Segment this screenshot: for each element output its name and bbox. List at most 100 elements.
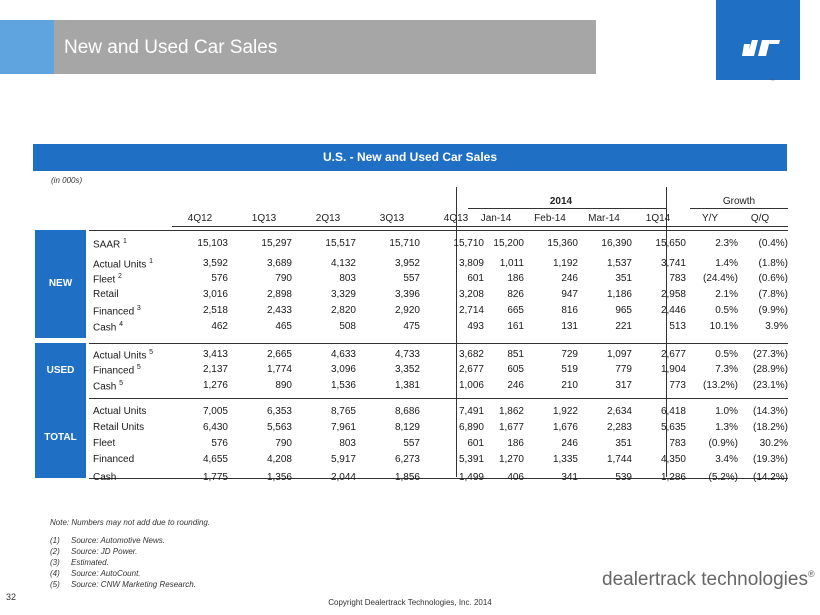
table-cell: 30.2% (759, 438, 788, 449)
group-header-growth: Growth (722, 196, 756, 207)
table-cell: 1,774 (266, 364, 292, 375)
table-cell: 803 (339, 438, 356, 449)
table-cell: 15,200 (493, 238, 524, 249)
table-cell: 965 (615, 305, 632, 316)
table-cell: (14.3%) (752, 406, 788, 417)
table-cell: (7.8%) (758, 289, 788, 300)
table-cell: 4,208 (266, 454, 292, 465)
table-cell: 2,283 (606, 422, 632, 433)
table-cell: 2,446 (660, 305, 686, 316)
table-cell: 773 (669, 380, 686, 391)
table-cell: (0.9%) (708, 438, 738, 449)
table-cell: 2,677 (458, 364, 484, 375)
column-header: 3Q13 (379, 213, 405, 224)
row-label-text: Fleet (93, 438, 116, 449)
table-cell: 2,898 (266, 289, 292, 300)
row-label-text: Retail (93, 289, 119, 300)
copyright: Copyright Dealertrack Technologies, Inc.… (328, 598, 492, 607)
column-header: 1Q13 (251, 213, 277, 224)
table-cell: 6,418 (660, 406, 686, 417)
table-cell: 4,132 (330, 258, 356, 269)
row-label: Cash 4 (93, 321, 123, 333)
table-cell: 1,356 (266, 472, 292, 483)
column-header: 2Q13 (315, 213, 341, 224)
column-divider-growth (666, 187, 667, 477)
table-cell: 465 (275, 321, 292, 332)
table-cell: 3,592 (202, 258, 228, 269)
table-cell: 1,676 (552, 422, 578, 433)
table-cell: 1,775 (202, 472, 228, 483)
section-label: USED (35, 343, 86, 398)
section-divider (89, 398, 788, 399)
table-cell: 406 (507, 472, 524, 483)
table-cell: 341 (561, 472, 578, 483)
column-header: 4Q13 (443, 213, 469, 224)
row-label: Actual Units 5 (93, 349, 153, 361)
rounding-note: Note: Numbers may not add due to roundin… (50, 518, 211, 527)
table-cell: 493 (467, 321, 484, 332)
section-label: NEW (35, 230, 86, 338)
brand-text: dealertrack technologies (602, 569, 808, 590)
table-cell: 4,733 (394, 349, 420, 360)
table-cell: 790 (275, 438, 292, 449)
table-cell: 513 (669, 321, 686, 332)
table-cell: 2,920 (394, 305, 420, 316)
table-cell: 3,208 (458, 289, 484, 300)
footnote-number: (5) (50, 580, 60, 589)
table-cell: 475 (403, 321, 420, 332)
table-cell: 3.9% (765, 321, 788, 332)
table-cell: 3,952 (394, 258, 420, 269)
table-cell: 947 (561, 289, 578, 300)
brand-wordmark: dealertrack technologies® (602, 569, 815, 591)
table-cell: 3,689 (266, 258, 292, 269)
row-label-text: Fleet (93, 274, 116, 286)
table-cell: 186 (507, 273, 524, 284)
footnote-ref: 5 (119, 380, 124, 387)
row-label: Retail Units (93, 422, 144, 433)
table-cell: 1,536 (330, 380, 356, 391)
row-label-text: Cash (93, 322, 117, 334)
table-cell: 351 (615, 438, 632, 449)
table-cell: 7,491 (458, 406, 484, 417)
table-cell: 1,006 (458, 380, 484, 391)
table-cell: 665 (507, 305, 524, 316)
table-cell: 15,650 (655, 238, 686, 249)
underline-growth (690, 208, 788, 209)
row-label: Cash 5 (93, 380, 123, 392)
row-label: Financed 5 (93, 364, 141, 376)
table-cell: 851 (507, 349, 524, 360)
registered-mark: ® (807, 569, 815, 579)
table-cell: (14.2%) (752, 472, 788, 483)
table-cell: 15,710 (453, 238, 484, 249)
table-cell: 131 (561, 321, 578, 332)
footnote-ref: 5 (136, 364, 141, 371)
table-cell: 0.5% (715, 349, 738, 360)
underline-2014 (468, 208, 666, 209)
table-cell: 8,765 (330, 406, 356, 417)
table-cell: 508 (339, 321, 356, 332)
table-cell: 1,537 (606, 258, 632, 269)
table-cell: 1.3% (715, 422, 738, 433)
table-cell: 7,005 (202, 406, 228, 417)
table-cell: 317 (615, 380, 632, 391)
row-label-text: Actual Units (93, 259, 147, 271)
column-header: Q/Q (750, 213, 770, 224)
row-label-text: Cash (93, 381, 117, 393)
table-cell: 2,634 (606, 406, 632, 417)
table-cell: 221 (615, 321, 632, 332)
table-cell: 3,096 (330, 364, 356, 375)
row-label-text: SAAR (93, 239, 121, 251)
table-cell: 15,710 (389, 238, 420, 249)
table-cell: 3,396 (394, 289, 420, 300)
table-cell: 783 (669, 438, 686, 449)
table-cell: 3,329 (330, 289, 356, 300)
table-cell: 2,958 (660, 289, 686, 300)
column-header: Mar-14 (588, 213, 620, 224)
row-label-text: Retail Units (93, 422, 145, 433)
table-cell: 3,809 (458, 258, 484, 269)
section-divider (89, 478, 788, 479)
trademark-mark: ™ (770, 78, 775, 84)
table-cell: 186 (507, 438, 524, 449)
table-cell: 1,381 (394, 380, 420, 391)
table-cell: 1,097 (606, 349, 632, 360)
